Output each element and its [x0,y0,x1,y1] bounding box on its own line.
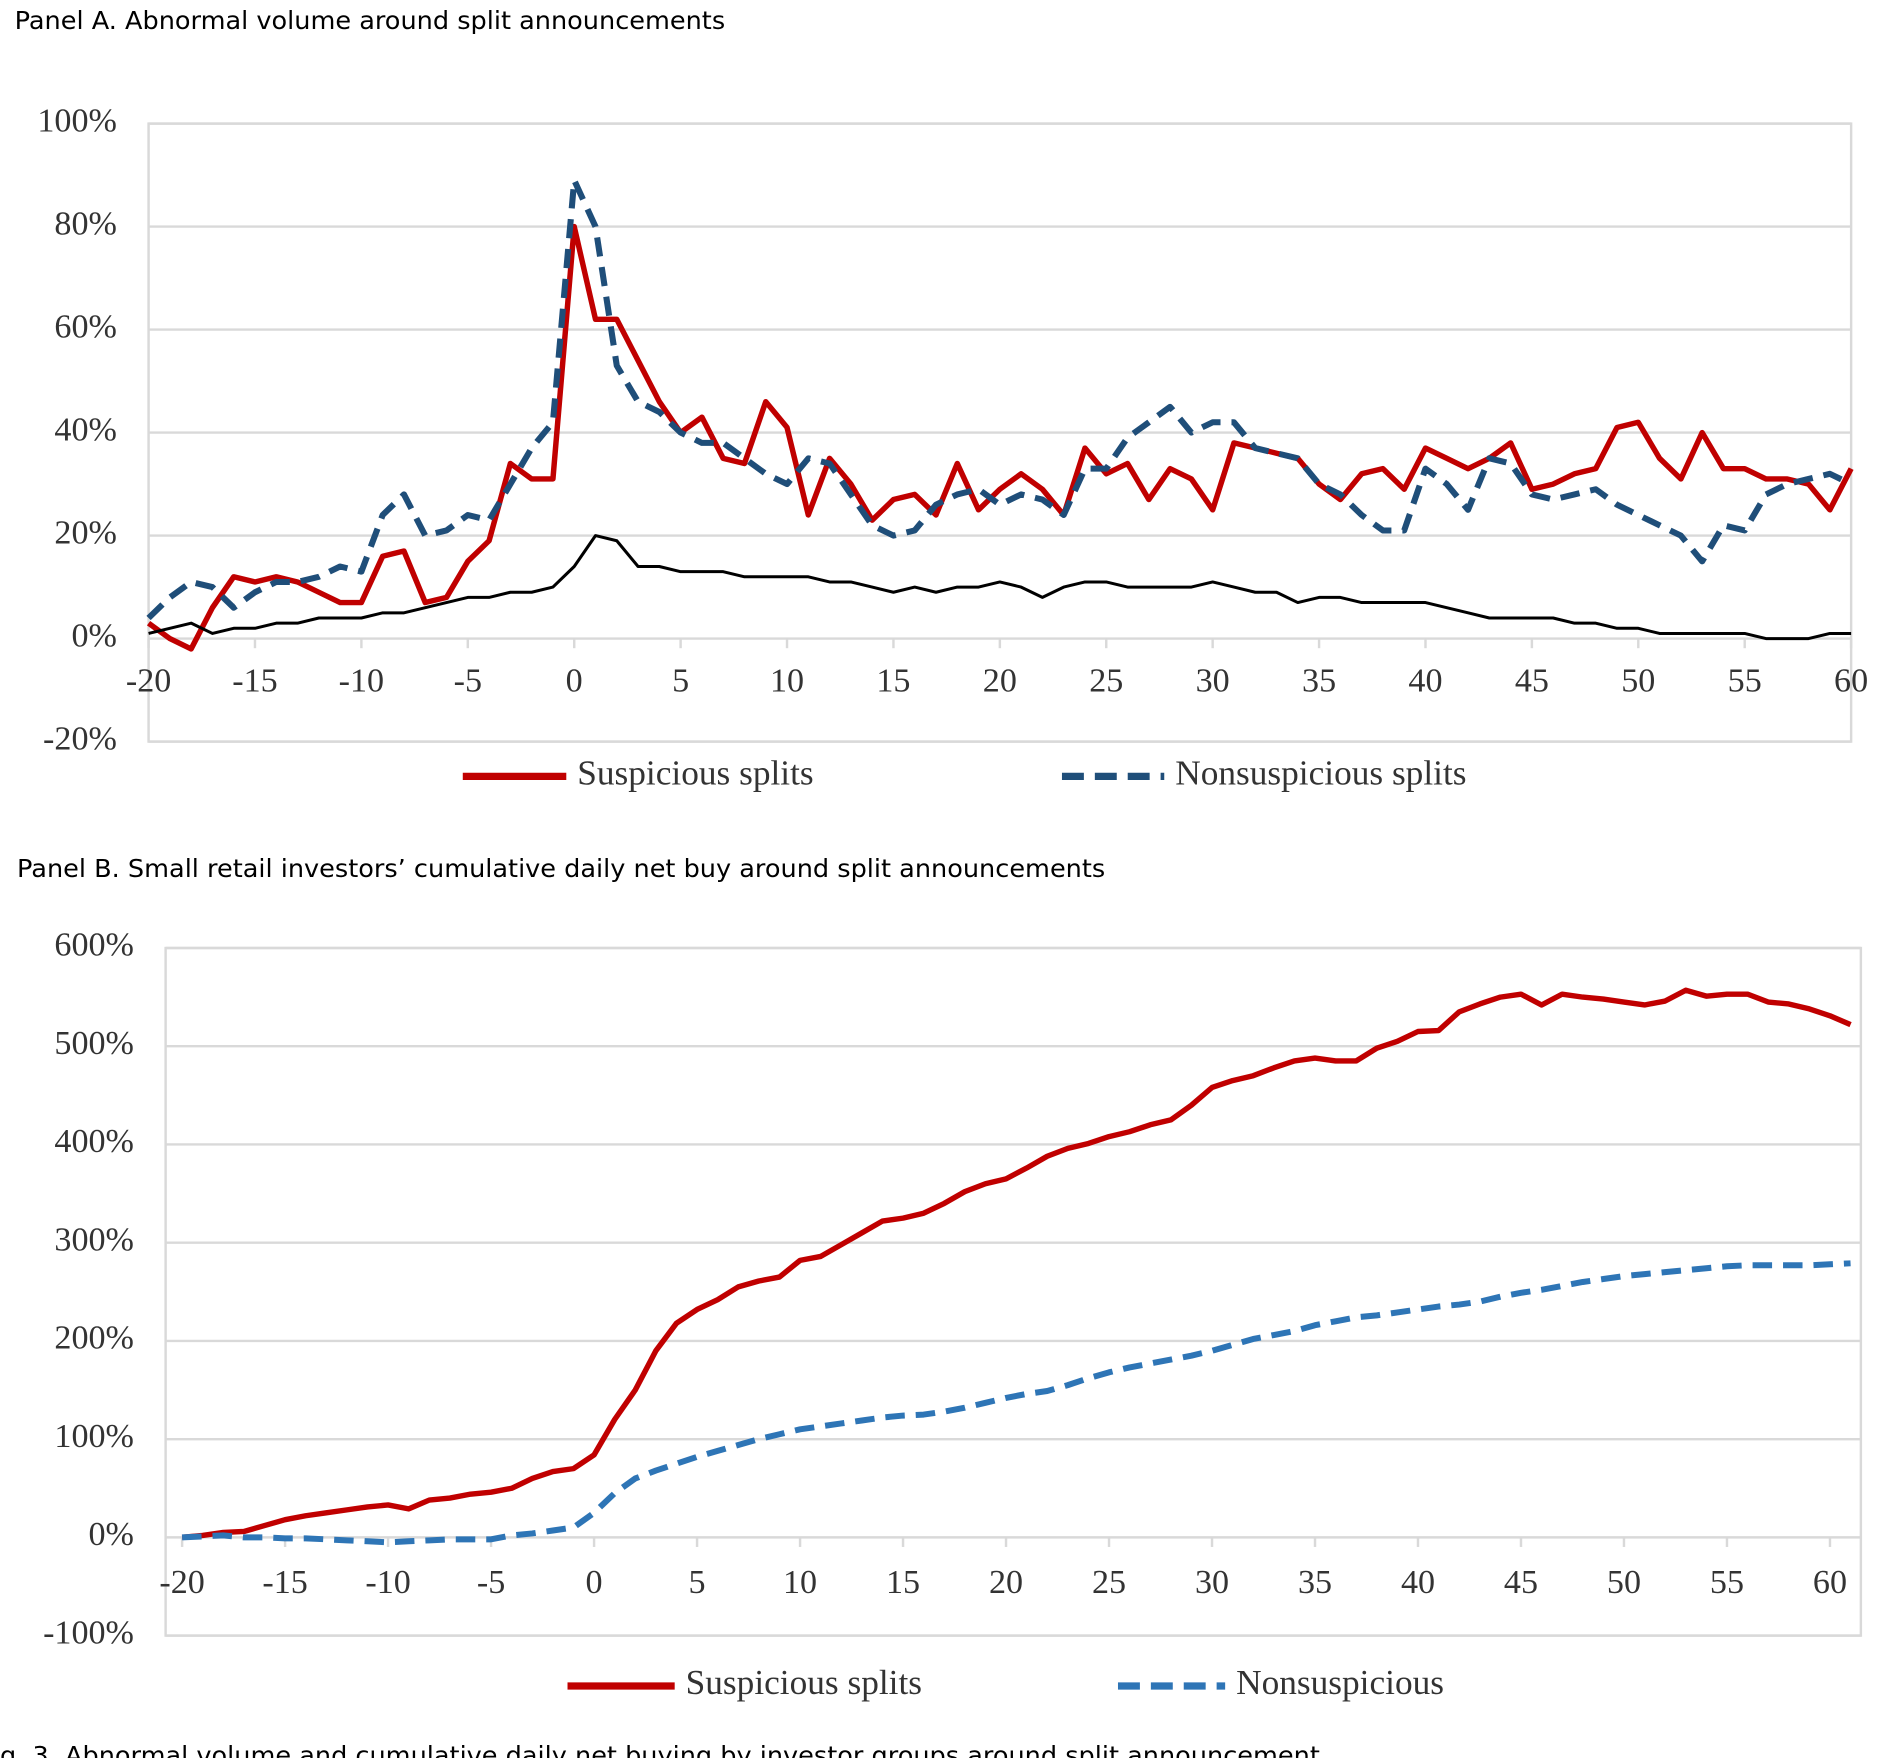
x-tick-label: -15 [262,1564,307,1601]
series-line [181,987,1852,1541]
y-tick-label: 40% [54,412,117,449]
x-tick-label: 15 [886,1564,920,1601]
series-line [181,1260,1851,1546]
x-tick-label: 10 [770,663,804,700]
legend-label: Suspicious splits [577,754,813,793]
x-tick-label: 55 [1728,663,1762,700]
x-tick-label: 20 [983,663,1017,700]
y-tick-label: 300% [54,1222,134,1259]
x-tick-label: 40 [1401,1564,1435,1601]
x-tick-label: 60 [1834,663,1868,700]
x-tick-label: -20 [159,1564,204,1601]
x-tick-label: -10 [339,663,384,700]
x-tick-label: -5 [454,663,482,700]
x-tick-label: 60 [1813,1564,1847,1601]
x-tick-label: 35 [1298,1564,1332,1601]
x-tick-label: 0 [566,663,583,700]
x-tick-label: 20 [989,1564,1023,1601]
y-tick-label: 80% [54,206,117,243]
x-tick-label: 5 [689,1564,706,1601]
x-tick-label: 0 [586,1564,603,1601]
x-tick-label: -20 [126,663,171,700]
x-tick-label: 50 [1607,1564,1641,1601]
y-tick-label: -20% [43,721,117,758]
x-tick-label: 55 [1710,1564,1744,1601]
x-tick-label: 5 [672,663,689,700]
caption: g. 3. Abnormal volume and cumulative dai… [0,1740,1320,1758]
y-tick-label: 60% [54,309,117,346]
y-tick-label: 500% [54,1025,134,1062]
x-tick-label: 25 [1089,663,1123,700]
plot-border [147,122,1853,743]
x-tick-label: 10 [783,1564,817,1601]
x-tick-label: -15 [232,663,277,700]
x-tick-label: 15 [876,663,910,700]
legend-label: Suspicious splits [686,1663,922,1702]
x-tick-label: 35 [1302,663,1336,700]
x-tick-label: 25 [1092,1564,1126,1601]
series-line [146,177,1853,621]
x-tick-label: -5 [477,1564,505,1601]
x-tick-label: 50 [1621,663,1655,700]
y-tick-label: 0% [71,618,116,655]
x-tick-label: 45 [1504,1564,1538,1601]
panel-title: Panel B. Small retail investors’ cumulat… [17,853,1105,883]
y-tick-label: 200% [54,1320,134,1357]
x-tick-label: 40 [1408,663,1442,700]
series-line [146,223,1854,652]
y-tick-label: 100% [54,1418,134,1455]
legend-label: Nonsuspicious [1236,1663,1444,1702]
y-tick-label: 20% [54,515,117,552]
panel-title: Panel A. Abnormal volume around split an… [15,5,726,35]
x-tick-label: 30 [1196,663,1230,700]
plot-border [164,946,1863,1637]
series-line [148,534,1852,641]
y-tick-label: -100% [43,1615,134,1652]
y-tick-label: 600% [54,927,134,964]
legend-label: Nonsuspicious splits [1175,754,1466,793]
y-tick-label: 0% [89,1516,134,1553]
x-tick-label: -10 [365,1564,410,1601]
x-tick-label: 45 [1515,663,1549,700]
x-tick-label: 30 [1195,1564,1229,1601]
y-tick-label: 400% [54,1123,134,1160]
y-tick-label: 100% [37,103,117,140]
